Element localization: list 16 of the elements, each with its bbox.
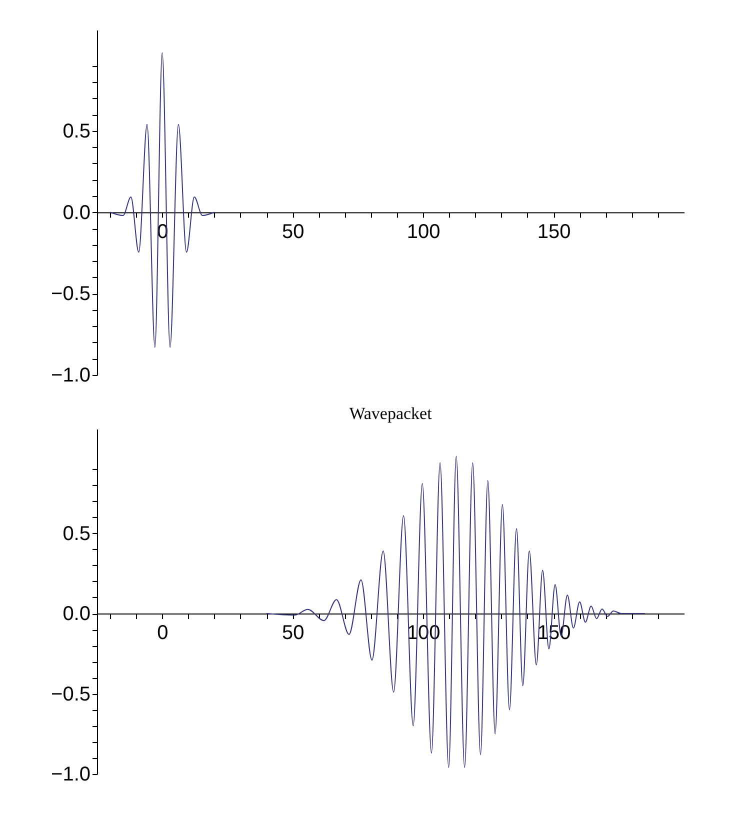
y-tick-label: −1.0 [51,364,90,386]
y-tick-label: 0.5 [62,522,90,545]
x-tick-label: 50 [282,622,304,644]
line-series [266,456,646,768]
y-tick-label: 0.0 [62,202,90,224]
y-tick-label: 0.5 [62,120,90,142]
chart-title: Wavepacket [349,404,432,423]
x-tick-label: 0 [157,622,168,644]
y-tick-label: −1.0 [51,764,90,786]
y-tick-label: 0.0 [62,603,90,626]
x-tick-label: 150 [537,220,571,243]
y-tick-label: −0.5 [51,283,90,306]
x-tick-label: 50 [282,220,304,243]
x-tick-label: 100 [406,220,440,243]
line-series [110,52,215,348]
y-tick-label: −0.5 [51,683,90,706]
